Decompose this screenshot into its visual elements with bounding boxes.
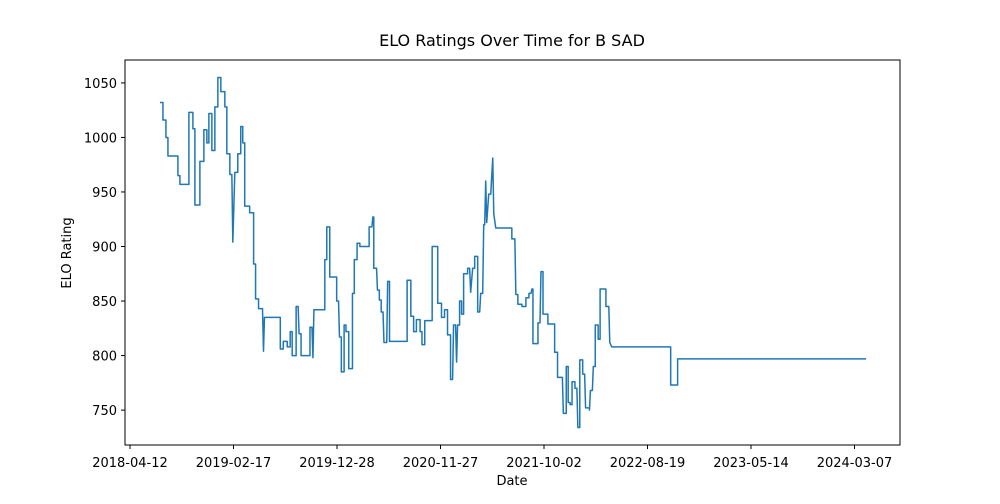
- plot-area: 750 800 850 900 950 1000 1050 2018-04-12 2019-02…: [84, 76, 893, 471]
- x-tick-label: 2018-04-12: [92, 456, 168, 471]
- axes-frame: [124, 59, 901, 446]
- y-tick-label: 900: [92, 241, 117, 256]
- x-tick-label: 2023-05-14: [713, 456, 789, 471]
- chart-title: ELO Ratings Over Time for B SAD: [379, 31, 645, 50]
- y-tick-label: 1050: [84, 77, 117, 92]
- x-tick-label: 2021-10-02: [506, 456, 582, 471]
- x-axis-label: Date: [496, 474, 527, 489]
- y-tick-label: 950: [92, 186, 117, 201]
- y-tick-label: 1000: [84, 131, 117, 146]
- x-tick-label: 2024-03-07: [817, 456, 893, 471]
- y-tick-label: 800: [92, 350, 117, 365]
- y-tick-label: 750: [92, 404, 117, 419]
- x-tick-label: 2019-12-28: [299, 456, 375, 471]
- x-tick-label: 2022-08-19: [610, 456, 686, 471]
- y-axis-label: ELO Rating: [60, 217, 75, 288]
- data-line: [159, 76, 867, 429]
- x-tick-label: 2019-02-17: [196, 456, 272, 471]
- x-tick-label: 2020-11-27: [403, 456, 479, 471]
- y-tick-label: 850: [92, 295, 117, 310]
